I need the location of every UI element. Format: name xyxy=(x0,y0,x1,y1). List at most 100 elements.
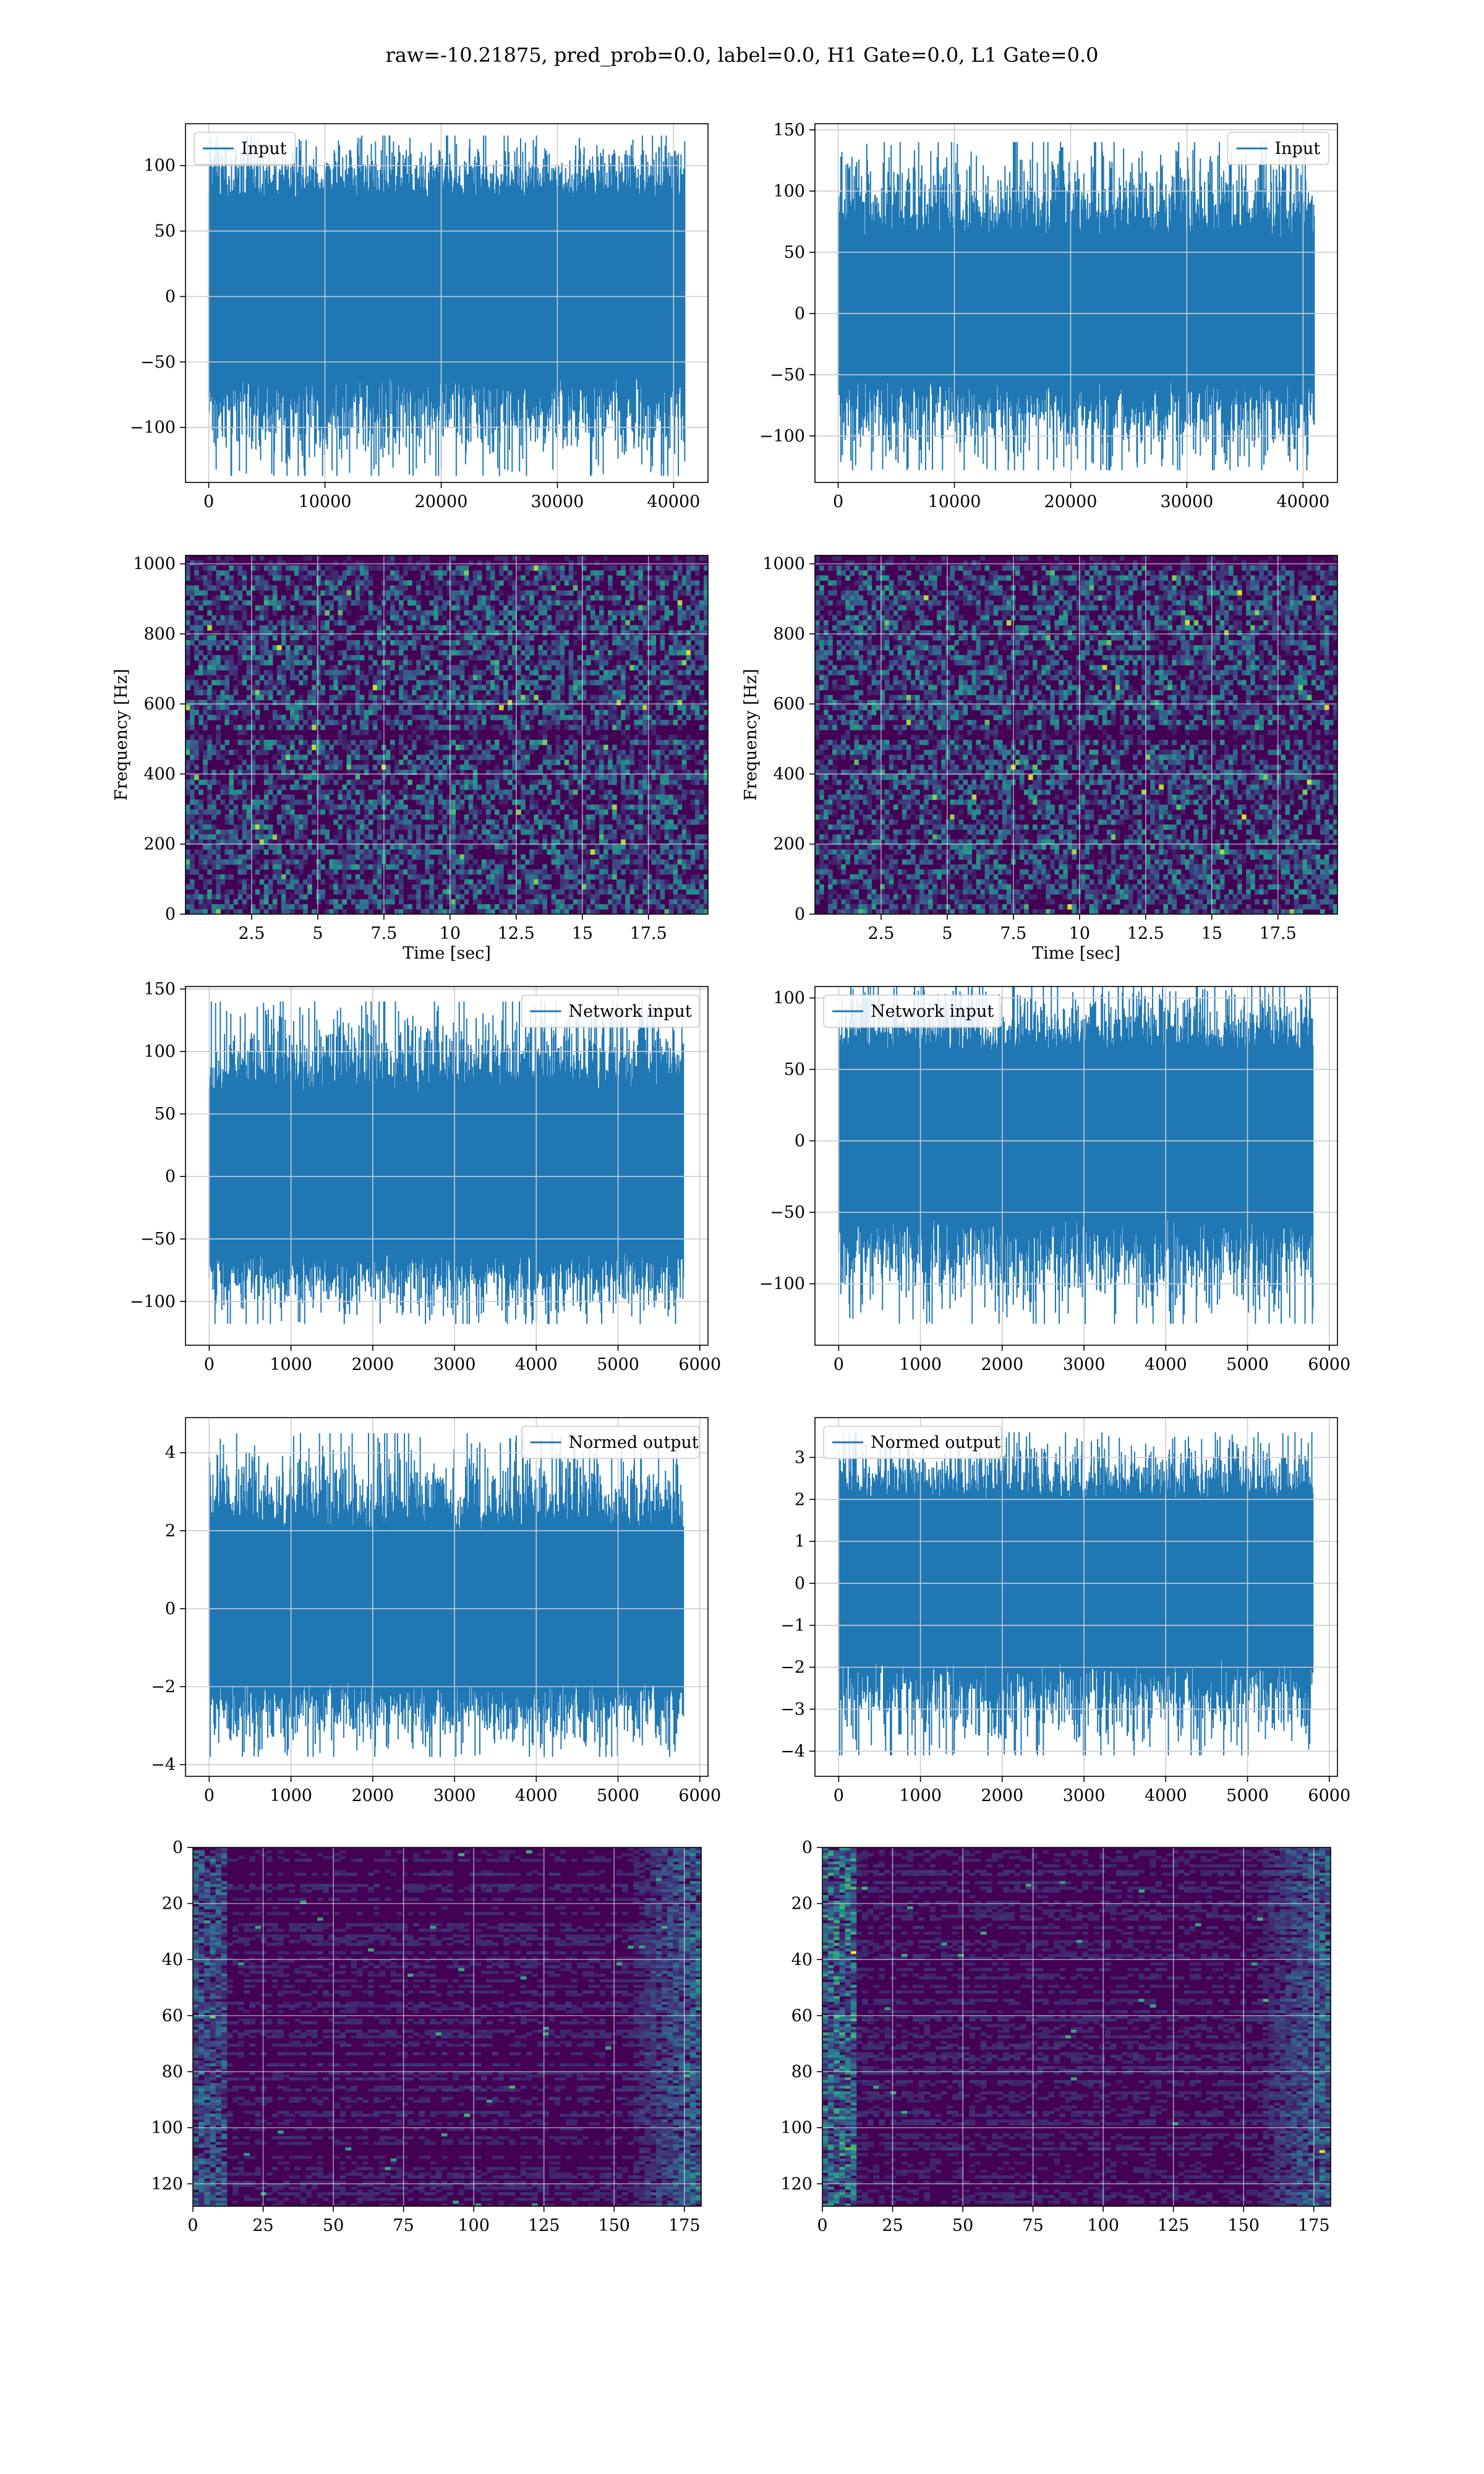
heatmap-cell xyxy=(355,675,360,680)
heatmap-cell xyxy=(346,755,352,760)
heatmap-cell xyxy=(224,849,230,855)
heatmap-cell xyxy=(573,740,578,745)
heatmap-cell xyxy=(560,804,565,810)
heatmap-cell xyxy=(246,834,252,840)
heatmap-cell xyxy=(499,570,504,576)
heatmap-cell xyxy=(485,904,491,910)
heatmap-cell xyxy=(529,714,534,721)
heatmap-cell xyxy=(333,704,339,711)
heatmap-cell xyxy=(651,859,657,865)
heatmap-cell xyxy=(229,889,234,895)
heatmap-cell xyxy=(442,755,448,760)
heatmap-cell xyxy=(664,829,670,835)
heatmap-cell xyxy=(694,740,700,745)
heatmap-cell xyxy=(521,814,526,820)
heatmap-cell xyxy=(416,829,421,835)
heatmap-cell xyxy=(186,809,190,815)
heatmap-cell xyxy=(242,864,247,870)
heatmap-cell xyxy=(464,600,469,606)
heatmap-cell xyxy=(616,844,621,850)
heatmap-cell xyxy=(303,565,308,571)
heatmap-cell xyxy=(455,894,461,900)
heatmap-cell xyxy=(568,700,574,706)
heatmap-cell xyxy=(294,834,299,840)
heatmap-cell xyxy=(560,650,565,656)
heatmap-cell xyxy=(694,709,700,716)
heatmap-cell xyxy=(529,834,534,840)
heatmap-cell xyxy=(586,894,591,900)
heatmap-cell xyxy=(547,675,552,680)
heatmap-cell xyxy=(242,635,247,641)
heatmap-cell xyxy=(534,804,539,810)
heatmap-cell xyxy=(634,859,639,865)
heatmap-cell xyxy=(207,789,212,795)
heatmap-cell xyxy=(299,869,304,875)
heatmap-cell xyxy=(503,645,508,651)
heatmap-cell xyxy=(250,655,256,661)
heatmap-cell xyxy=(263,685,269,691)
heatmap-cell xyxy=(525,829,530,835)
heatmap-cell xyxy=(329,799,335,805)
heatmap-cell xyxy=(385,864,391,870)
heatmap-cell xyxy=(699,590,704,596)
heatmap-cell xyxy=(250,700,256,706)
heatmap-cell xyxy=(216,645,221,651)
heatmap-cell xyxy=(338,774,343,781)
heatmap-cell xyxy=(433,789,439,795)
heatmap-cell xyxy=(547,760,552,765)
heatmap-cell xyxy=(668,834,674,840)
heatmap-cell xyxy=(690,625,696,631)
heatmap-cell xyxy=(568,869,574,875)
heatmap-cell xyxy=(385,700,391,706)
heatmap-cell xyxy=(246,719,252,726)
heatmap-cell xyxy=(399,804,404,810)
heatmap-cell xyxy=(299,774,304,781)
heatmap-cell xyxy=(229,829,234,835)
heatmap-cell xyxy=(686,889,691,895)
heatmap-cell xyxy=(677,849,683,855)
heatmap-cell xyxy=(346,625,352,631)
heatmap-cell xyxy=(490,660,495,666)
heatmap-cell xyxy=(359,590,365,596)
heatmap-cell xyxy=(407,625,412,631)
heatmap-cell xyxy=(299,859,304,865)
heatmap-cell xyxy=(190,834,195,840)
heatmap-cell xyxy=(351,565,356,571)
heatmap-cell xyxy=(290,819,295,825)
heatmap-cell xyxy=(638,814,643,820)
heatmap-cell xyxy=(394,854,399,860)
heatmap-cell xyxy=(503,690,508,696)
heatmap-cell xyxy=(638,799,643,805)
heatmap-cell xyxy=(647,874,652,880)
heatmap-cell xyxy=(472,745,478,750)
heatmap-cell xyxy=(594,660,600,666)
heatmap-cell xyxy=(420,704,425,711)
heatmap-cell xyxy=(686,605,691,611)
heatmap-cell xyxy=(425,724,430,730)
heatmap-cell xyxy=(186,750,190,755)
heatmap-cell xyxy=(246,709,252,716)
heatmap-cell xyxy=(359,859,365,865)
heatmap-cell xyxy=(276,764,282,770)
heatmap-cell xyxy=(307,630,312,636)
heatmap-cell xyxy=(399,760,404,765)
heatmap-cell xyxy=(207,610,212,616)
heatmap-cell xyxy=(351,625,356,631)
heatmap-cell xyxy=(246,794,252,800)
heatmap-cell xyxy=(290,709,295,716)
heatmap-cell xyxy=(538,565,544,571)
heatmap-cell xyxy=(472,804,478,810)
heatmap-cell xyxy=(538,729,544,735)
heatmap-cell xyxy=(651,610,657,616)
heatmap-cell xyxy=(207,650,212,656)
heatmap-cell xyxy=(203,580,208,586)
heatmap-cell xyxy=(581,675,587,680)
heatmap-cell xyxy=(303,774,308,781)
heatmap-cell xyxy=(333,859,339,865)
heatmap-cell xyxy=(625,600,630,606)
heatmap-cell xyxy=(303,620,308,626)
heatmap-cell xyxy=(442,704,448,711)
heatmap-cell xyxy=(276,859,282,865)
heatmap-cell xyxy=(677,695,683,701)
